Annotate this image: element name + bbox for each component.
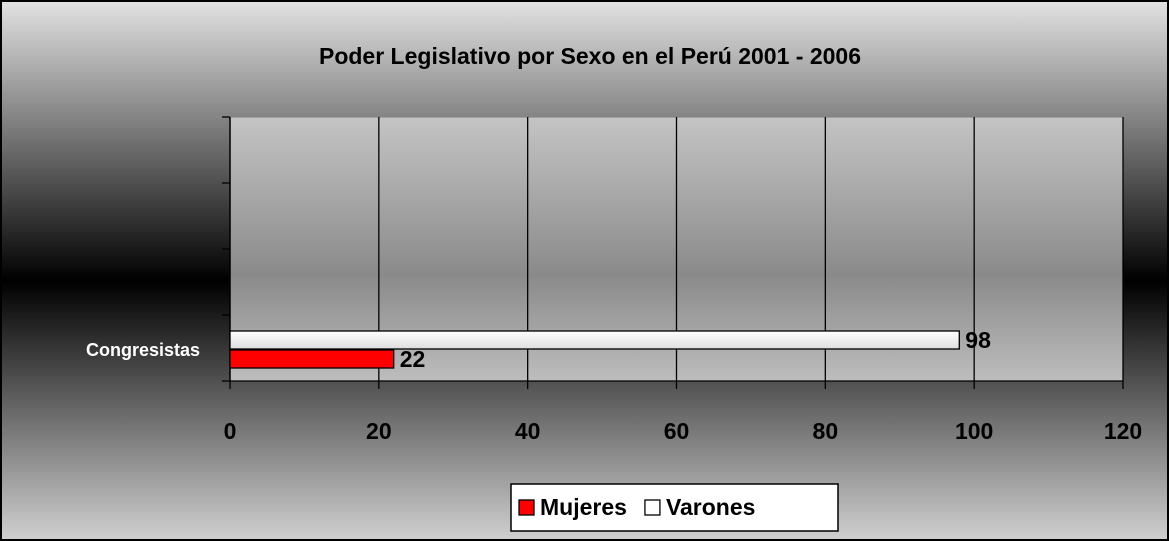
x-tick-label: 120 — [1104, 418, 1142, 444]
data-label: 98 — [965, 327, 991, 353]
bar — [229, 330, 960, 350]
chart-title: Poder Legislativo por Sexo en el Perú 20… — [319, 43, 861, 69]
legend-label: Mujeres — [540, 494, 627, 520]
x-tick-label: 40 — [515, 418, 541, 444]
bar — [229, 349, 395, 369]
legend-label: Varones — [666, 494, 756, 520]
y-tick-label: Congresistas — [86, 340, 200, 360]
legend-swatch — [518, 499, 535, 516]
x-tick-label: 80 — [813, 418, 839, 444]
x-tick-label: 60 — [664, 418, 690, 444]
data-label: 22 — [400, 346, 426, 372]
x-tick-label: 0 — [224, 418, 237, 444]
x-tick-label: 20 — [366, 418, 392, 444]
x-tick-label: 100 — [955, 418, 993, 444]
legend — [510, 483, 839, 532]
legend-swatch — [644, 499, 661, 516]
